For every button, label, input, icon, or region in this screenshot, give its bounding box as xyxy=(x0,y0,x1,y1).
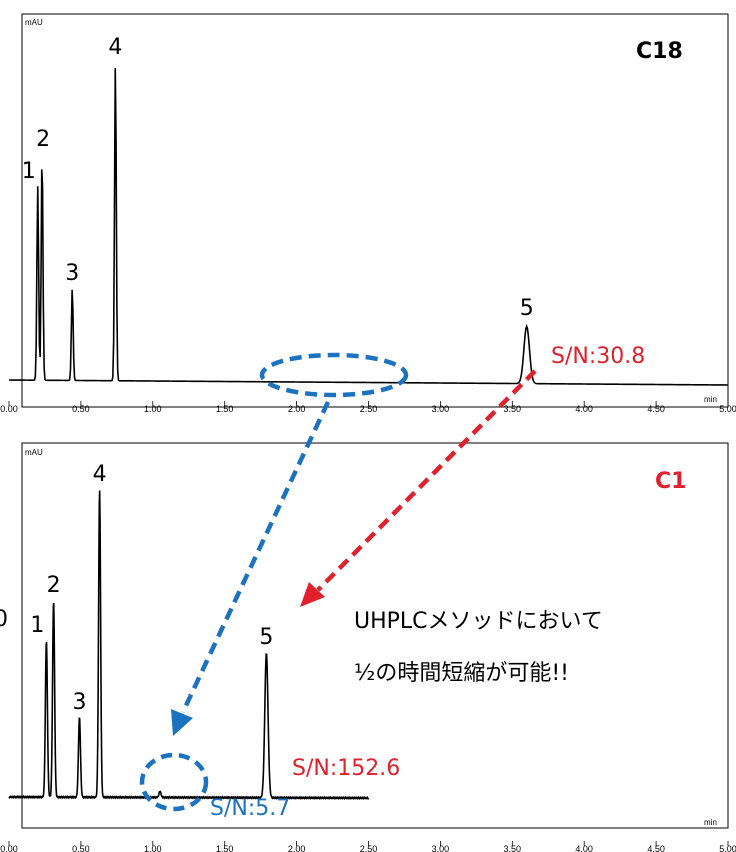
x-tick-label: 3.50 xyxy=(504,844,522,852)
c18-trace xyxy=(8,68,729,386)
x-tick-label: 2.00 xyxy=(288,844,306,852)
peak-label-2: 2 xyxy=(47,573,61,598)
x-tick-label: 2.50 xyxy=(360,844,378,852)
peak-label-3: 3 xyxy=(65,261,79,286)
peak-label-5: 5 xyxy=(259,625,273,650)
x-tick-label: 0.00 xyxy=(0,404,18,414)
x-tick-label: 2.50 xyxy=(360,404,378,414)
c1-x-unit: min xyxy=(704,818,717,827)
message-line-1: UHPLCメソッドにおいて xyxy=(354,609,603,634)
c1-trace xyxy=(8,490,370,801)
peak-label-5: 5 xyxy=(520,296,534,321)
c18-baseline-highlight xyxy=(259,352,409,398)
x-tick-label: 3.00 xyxy=(432,844,450,852)
message-line-2: ½の時間短縮が可能!! xyxy=(354,661,569,686)
red-arrowhead-icon xyxy=(300,582,325,607)
x-tick-label: 0.50 xyxy=(72,844,90,852)
peak-label-4: 4 xyxy=(108,35,122,60)
peak-label-1: 1 xyxy=(30,613,44,638)
c18-y-unit: mAU xyxy=(25,18,43,27)
x-tick-label: 3.50 xyxy=(504,404,522,414)
c1-x-ticks: 0.00 0.50 1.00 1.50 2.00 2.50 3.00 3.50 4.00 4.50… xyxy=(0,841,736,852)
red-dashed-arrow xyxy=(316,369,537,592)
blue-dashed-arrow xyxy=(180,401,331,713)
x-tick-label: 2.00 xyxy=(288,404,306,414)
x-tick-label: 4.50 xyxy=(647,404,665,414)
x-tick-label: 1.00 xyxy=(144,844,162,852)
left-edge-mark: 0 xyxy=(0,607,8,632)
c18-x-unit: min xyxy=(704,395,717,404)
peak-label-3: 3 xyxy=(73,690,87,715)
x-tick-label: 1.00 xyxy=(144,404,162,414)
peak-label-1: 1 xyxy=(22,159,36,184)
c1-sn-value-blue: S/N:5.7 xyxy=(210,796,290,821)
x-tick-label: 4.00 xyxy=(575,844,593,852)
x-tick-label: 4.00 xyxy=(575,404,593,414)
x-tick-label: 5.00 xyxy=(719,404,736,414)
c1-peak-labels: 12 3 4 5 xyxy=(30,462,273,715)
peak-label-4: 4 xyxy=(93,462,107,487)
c18-column-label: C18 xyxy=(636,39,683,64)
c1-sn-value-red: S/N:152.6 xyxy=(292,756,400,781)
c18-plot-frame xyxy=(21,13,729,408)
c1-minor-peak-highlight xyxy=(139,752,209,812)
c18-x-ticks: 0.00 0.50 1.00 1.50 2.00 2.50 3.00 3.50 4.00 4.50… xyxy=(0,401,736,414)
x-tick-label: 0.00 xyxy=(0,844,18,852)
peak-label-2: 2 xyxy=(36,127,50,152)
x-tick-label: 3.00 xyxy=(432,404,450,414)
c18-peak-labels: 12 3 4 5 xyxy=(22,35,534,321)
x-tick-label: 4.50 xyxy=(647,844,665,852)
c1-y-unit: mAU xyxy=(25,448,43,457)
x-tick-label: 1.50 xyxy=(216,404,234,414)
c18-sn-value: S/N:30.8 xyxy=(551,344,645,369)
x-tick-label: 0.50 xyxy=(72,404,90,414)
blue-arrowhead-icon xyxy=(171,709,193,736)
c1-column-label: C1 xyxy=(655,469,686,494)
x-tick-label: 1.50 xyxy=(216,844,234,852)
x-tick-label: 5.00 xyxy=(719,844,736,852)
c1-plot-frame xyxy=(21,442,729,829)
